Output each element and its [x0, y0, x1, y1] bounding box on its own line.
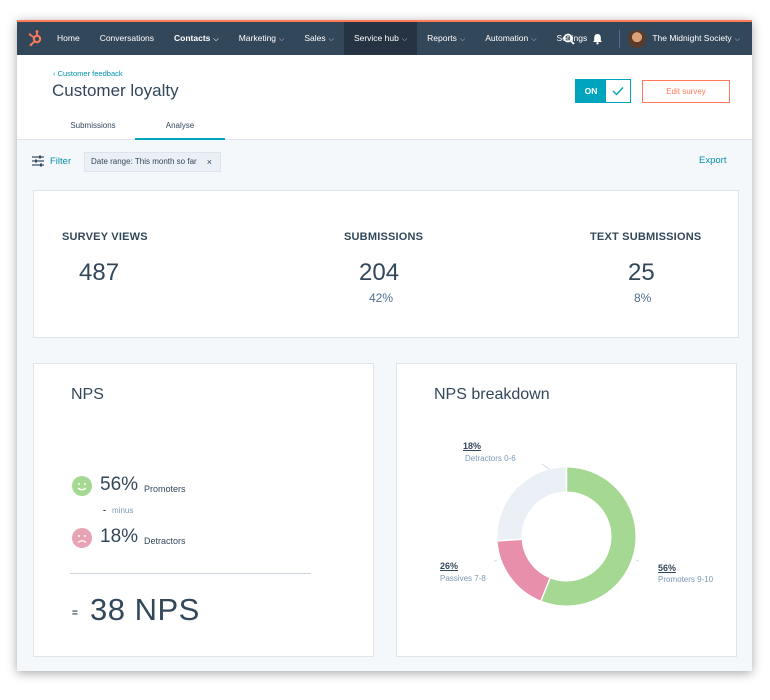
nav-item-label: Reports [427, 33, 457, 43]
bell-icon[interactable] [587, 29, 607, 49]
submissions-value: 204 [359, 259, 400, 286]
nps-donut-chart [494, 464, 639, 609]
account-name: The Midnight Society [652, 33, 732, 43]
promoters-label: Promoters [144, 484, 186, 494]
search-icon[interactable] [559, 29, 579, 49]
nps-title: NPS [71, 386, 104, 403]
edit-survey-button[interactable]: Edit survey [642, 80, 730, 103]
close-icon[interactable]: × [206, 157, 212, 167]
nps-total-score: 38 NPS [90, 592, 200, 627]
sad-face-icon [72, 528, 92, 548]
minus-label: minus [112, 506, 134, 515]
nav-item-service-hub[interactable]: Service hub ⌵ [343, 22, 418, 55]
chevron-down-icon: ⌵ [401, 36, 408, 43]
nav-divider [619, 29, 621, 48]
submissions-label: SUBMISSIONS [344, 231, 424, 243]
nav-item-conversations[interactable]: Conversations [90, 22, 164, 55]
survey-views-value: 487 [79, 259, 120, 286]
nps-card: NPS 56% Promoters - minus 18% Detractors… [33, 363, 374, 657]
promoters-segment-label: Promoters 9-10 [658, 575, 714, 584]
donut-separator [540, 578, 551, 601]
date-range-label: Date range: This month so far [91, 157, 197, 166]
passives-segment-percent: 26% [440, 561, 459, 571]
detractors-percent: 18% [100, 526, 139, 547]
nav-item-label: Home [57, 33, 80, 43]
equals-sign: = [72, 608, 78, 619]
chevron-down-icon: ⌵ [328, 36, 334, 43]
tab-analyse[interactable]: Analyse [135, 115, 225, 140]
chevron-down-icon: ⌵ [213, 36, 219, 43]
text-submissions-label: TEXT SUBMISSIONS [590, 231, 702, 243]
filter-sliders-icon[interactable] [32, 155, 44, 167]
nps-divider [70, 573, 311, 574]
chevron-down-icon: ⌵ [531, 36, 537, 43]
sprocket-logo-icon[interactable] [27, 29, 45, 47]
page-title: Customer loyalty [52, 81, 179, 100]
nav-item-label: Contacts [174, 33, 211, 43]
nav-item-automation[interactable]: Automation ⌵ [475, 22, 546, 55]
summary-stats-card: SURVEY VIEWS 487 SUBMISSIONS 204 42% TEX… [33, 190, 739, 338]
page-header: ‹ Customer feedback Customer loyalty ON … [17, 55, 752, 140]
app-window: Home Conversations Contacts ⌵ Marketing ⌵ Sale… [17, 20, 752, 671]
nav-item-marketing[interactable]: Marketing ⌵ [229, 22, 295, 55]
detractors-segment-label: Detractors 0-6 [465, 454, 516, 463]
nav-item-label: Sales [304, 33, 326, 43]
date-range-chip[interactable]: Date range: This month so far × [84, 152, 221, 172]
nps-breakdown-card: NPS breakdown 18% Detractors 0-6 26% Pas… [396, 363, 737, 657]
smiley-face-icon [72, 476, 92, 496]
text-submissions-percent: 8% [634, 291, 652, 305]
toggle-on-label: ON [576, 80, 606, 102]
top-right-actions: The Midnight Society ⌵ [559, 22, 752, 55]
account-menu[interactable]: The Midnight Society ⌵ [652, 33, 740, 44]
nps-breakdown-title: NPS breakdown [434, 386, 550, 403]
nav-item-label: Automation [485, 33, 529, 43]
avatar[interactable] [628, 29, 647, 48]
tab-bar: Submissions Analyse [51, 115, 225, 140]
filter-button[interactable]: Filter [50, 156, 72, 167]
detractors-label: Detractors [144, 536, 186, 546]
promoters-percent: 56% [100, 474, 139, 495]
nav-item-reports[interactable]: Reports ⌵ [417, 22, 475, 55]
nav-item-label: Service hub [353, 33, 399, 43]
filter-bar: Filter Date range: This month so far × E… [17, 140, 752, 180]
survey-toggle[interactable]: ON [575, 79, 631, 103]
top-navigation-bar: Home Conversations Contacts ⌵ Marketing ⌵ Sale… [17, 20, 752, 55]
tab-submissions[interactable]: Submissions [70, 121, 116, 130]
breadcrumb-back-link[interactable]: ‹ Customer feedback [53, 69, 123, 78]
chevron-down-icon: ⌵ [279, 36, 285, 43]
nav-item-contacts[interactable]: Contacts ⌵ [164, 22, 229, 55]
check-icon [606, 80, 630, 102]
minus-sign: - [103, 505, 106, 515]
chevron-down-icon: ⌵ [459, 36, 466, 43]
chevron-down-icon: ⌵ [734, 36, 740, 43]
detractors-segment-percent: 18% [463, 441, 482, 451]
text-submissions-value: 25 [628, 259, 655, 286]
passives-segment-label: Passives 7-8 [440, 574, 486, 583]
donut-segment-passives[interactable] [494, 464, 639, 609]
donut-separator [497, 538, 522, 542]
nav-item-label: Marketing [238, 33, 277, 43]
survey-views-label: SURVEY VIEWS [62, 231, 148, 243]
nav-item-label: Conversations [99, 33, 155, 43]
promoters-segment-percent: 56% [658, 563, 677, 573]
export-link[interactable]: Export [699, 155, 727, 166]
nav-item-sales[interactable]: Sales ⌵ [294, 22, 344, 55]
nav-item-home[interactable]: Home [47, 22, 90, 55]
submissions-percent: 42% [369, 291, 394, 305]
main-nav: Home Conversations Contacts ⌵ Marketing ⌵ Sale… [47, 22, 597, 55]
